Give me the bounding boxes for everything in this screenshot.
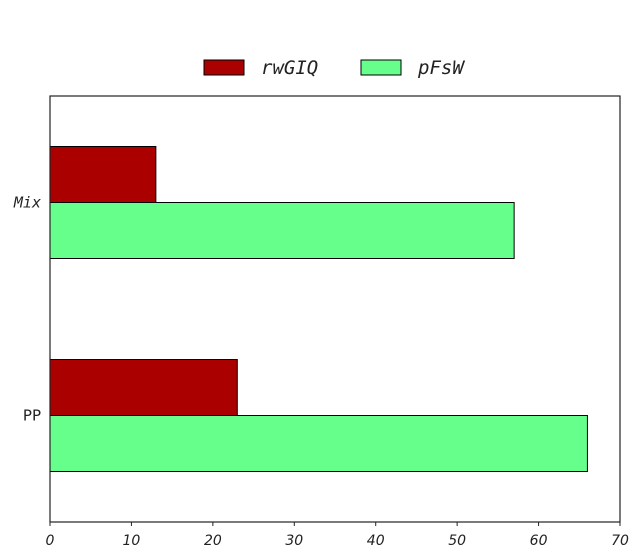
plot-area: Mix PP 0 10 20 30 40 50 60 70 bbox=[13, 146, 629, 549]
y-tick-label-mix: Mix bbox=[13, 194, 41, 212]
legend-label-series-0: rwGIQ bbox=[261, 57, 318, 79]
legend-swatch-series-1 bbox=[360, 59, 402, 76]
x-tick-label: 70 bbox=[611, 533, 629, 549]
x-tick-label: 50 bbox=[448, 533, 466, 549]
y-tick-label-pp: PP bbox=[23, 407, 41, 425]
x-tick-label: 10 bbox=[123, 533, 141, 549]
x-tick-label: 30 bbox=[285, 533, 303, 549]
x-tick-label: 40 bbox=[367, 533, 385, 549]
bar-mix-series-1 bbox=[49, 202, 515, 259]
bar-pp-series-0 bbox=[49, 359, 238, 416]
legend: rwGIQ pFsW bbox=[203, 57, 465, 79]
bar-pp-series-1 bbox=[49, 415, 588, 472]
x-tick-label: 20 bbox=[204, 533, 222, 549]
plot-frame bbox=[49, 95, 621, 523]
x-tick-label: 60 bbox=[530, 533, 548, 549]
bar-mix-series-0 bbox=[49, 146, 157, 203]
legend-label-series-1: pFsW bbox=[417, 57, 465, 79]
legend-swatch-series-0 bbox=[203, 59, 245, 76]
x-tick-label: 0 bbox=[46, 533, 55, 549]
